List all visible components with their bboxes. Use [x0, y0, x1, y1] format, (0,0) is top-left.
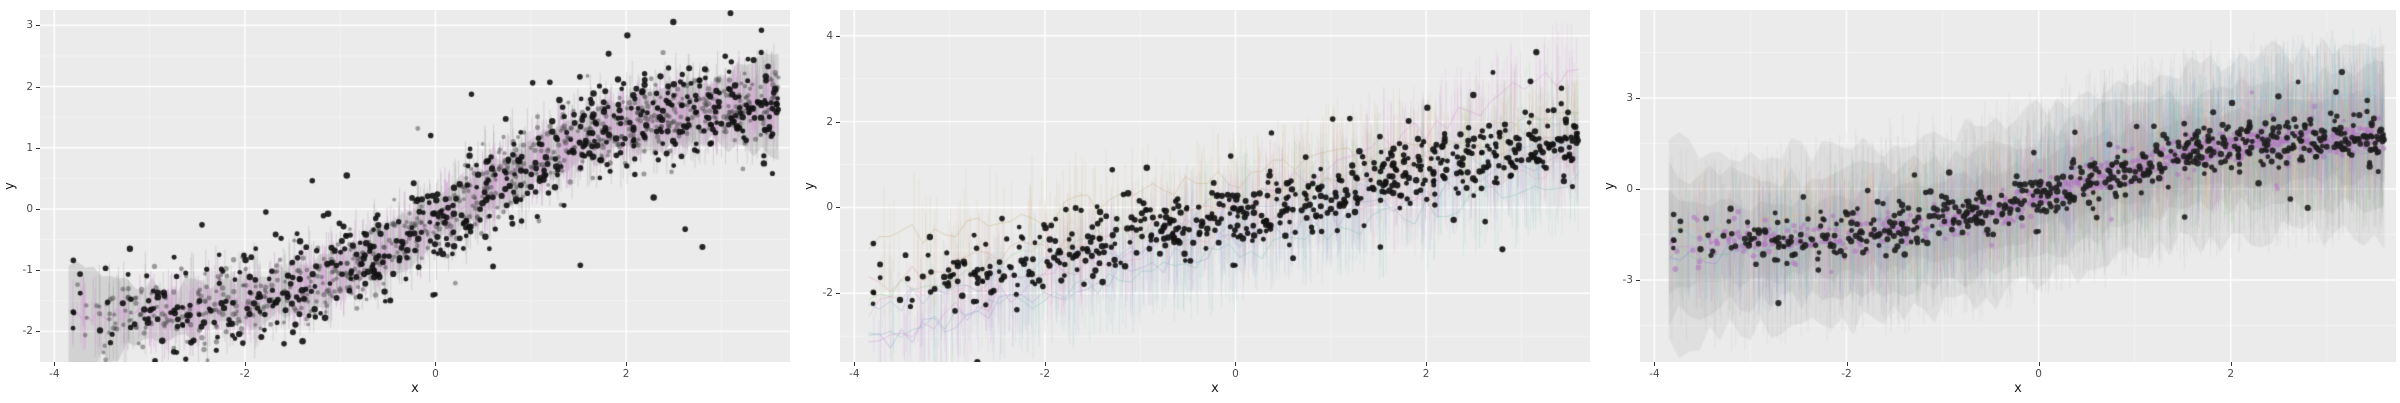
panel-canvas-right — [1640, 10, 2396, 362]
y-tick-mark — [1636, 98, 1640, 99]
x-tick-mark — [1654, 362, 1656, 366]
y-tick-mark — [36, 86, 40, 88]
x-tick-mark — [1846, 362, 1848, 366]
y-tick-label: -2 — [822, 287, 833, 300]
plot-right: y x -3 0 3 -4 -2 0 2 — [1600, 0, 2400, 403]
y-tick-label: 3 — [26, 19, 33, 32]
y-tick-label: 2 — [26, 80, 33, 93]
y-tick-label: 1 — [26, 141, 33, 154]
x-tick-label: 2 — [2227, 368, 2235, 380]
y-tick-mark — [1636, 280, 1640, 282]
x-tick-label: 2 — [622, 368, 630, 380]
panel-canvas-left — [40, 10, 790, 362]
x-tick-label: 0 — [2035, 368, 2042, 380]
x-tick-mark — [2230, 362, 2232, 366]
x-tick-mark — [54, 362, 56, 366]
x-axis-title: x — [2014, 381, 2022, 396]
y-tick-label: 0 — [826, 201, 833, 214]
x-axis-title: x — [411, 381, 419, 396]
y-tick-mark — [36, 147, 40, 149]
x-tick-label: -4 — [49, 368, 60, 380]
x-tick-mark — [854, 362, 856, 366]
y-tick-label: -1 — [22, 263, 33, 276]
y-axis-title: y — [1602, 182, 1618, 190]
x-tick-label: 0 — [1232, 368, 1239, 380]
y-tick-label: 0 — [1626, 182, 1633, 195]
x-tick-mark — [2038, 362, 2040, 366]
y-tick-mark — [36, 331, 40, 333]
y-tick-mark — [836, 207, 840, 209]
y-tick-label: 3 — [1626, 91, 1633, 104]
y-tick-mark — [836, 293, 840, 295]
x-axis-title: x — [1211, 381, 1219, 396]
x-tick-label: -2 — [239, 368, 251, 380]
x-tick-label: 2 — [1422, 368, 1430, 380]
y-tick-label: -3 — [1622, 273, 1633, 286]
x-tick-mark — [244, 362, 246, 366]
y-tick-mark — [36, 208, 40, 210]
y-tick-label: 2 — [826, 115, 833, 128]
x-tick-mark — [1426, 362, 1428, 366]
x-tick-label: 0 — [432, 368, 439, 380]
y-tick-mark — [36, 270, 40, 272]
x-tick-mark — [1044, 362, 1046, 366]
y-tick-label: -2 — [22, 325, 33, 338]
x-tick-mark — [626, 362, 628, 366]
y-axis-title: y — [2, 182, 18, 190]
plot-middle: y x -2 0 2 4 -4 -2 0 2 — [800, 0, 1600, 403]
x-tick-label: -2 — [1039, 368, 1051, 380]
x-tick-label: -4 — [1649, 368, 1660, 380]
y-tick-mark — [836, 35, 840, 37]
x-tick-mark — [435, 362, 437, 366]
y-tick-mark — [836, 121, 840, 123]
y-axis-title: y — [802, 182, 818, 190]
plot-left: y x -2 -1 0 1 2 3 -4 -2 0 2 — [0, 0, 800, 403]
x-tick-mark — [1235, 362, 1237, 366]
y-tick-mark — [1636, 189, 1640, 191]
y-tick-label: 0 — [26, 202, 33, 215]
y-tick-mark — [36, 25, 40, 27]
x-tick-label: -2 — [1841, 368, 1852, 380]
x-tick-label: -4 — [849, 368, 860, 380]
panel-canvas-middle — [840, 10, 1590, 362]
y-tick-label: 4 — [826, 29, 833, 42]
